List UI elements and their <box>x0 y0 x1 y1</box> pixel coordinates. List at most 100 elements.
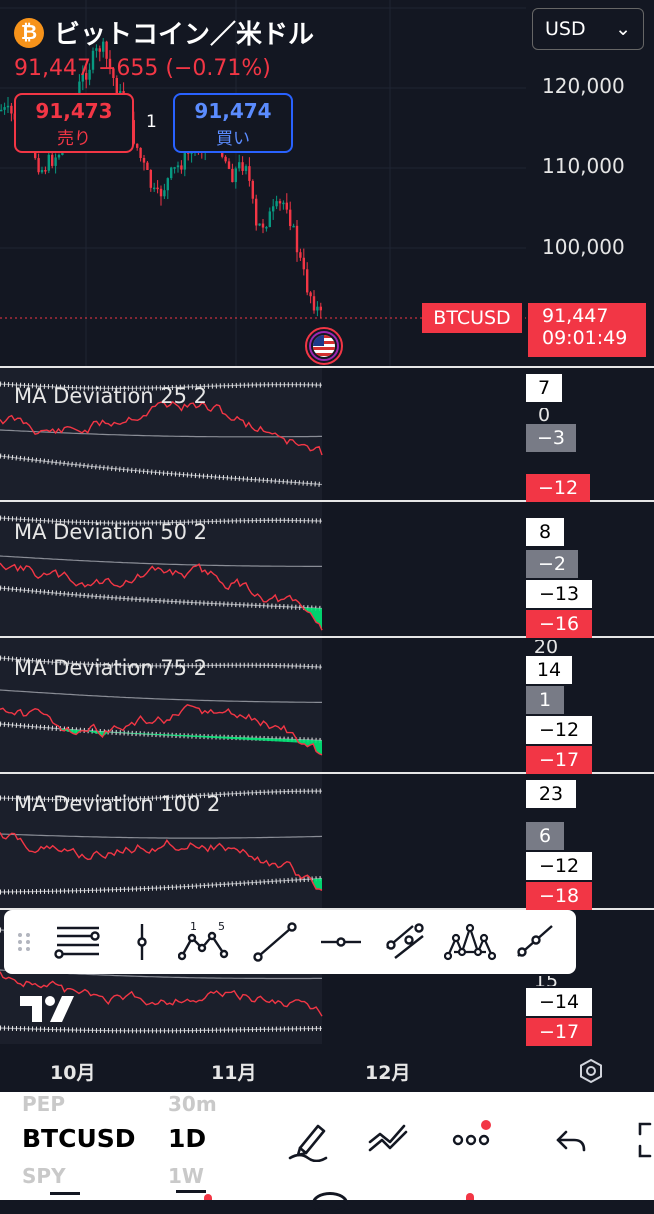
pane-divider[interactable] <box>0 636 654 638</box>
candlestick <box>98 45 101 62</box>
tradingview-logo-icon[interactable] <box>18 992 78 1026</box>
candlestick <box>306 262 309 296</box>
buy-button[interactable]: 91,474 買い <box>173 93 293 153</box>
interval-carousel-next[interactable]: 1W <box>168 1164 204 1188</box>
deviation-line <box>0 400 323 456</box>
elliott-wave-tool-icon[interactable]: 1 5 <box>170 910 242 974</box>
indicator-value-badge: 14 <box>526 656 572 684</box>
pane-divider[interactable] <box>0 772 654 774</box>
candlestick <box>241 156 244 175</box>
drawing-toolbar: 1 5 <box>4 910 576 974</box>
price-axis-label: 100,000 <box>542 235 625 259</box>
candlestick <box>234 166 237 189</box>
drag-handle-icon[interactable] <box>4 910 44 974</box>
candlestick <box>163 183 166 199</box>
candlestick <box>292 223 295 228</box>
candlestick <box>170 166 173 180</box>
nav-watchlist-icon[interactable] <box>50 1192 80 1203</box>
price-chart[interactable] <box>0 0 654 367</box>
candlestick <box>81 65 84 91</box>
candlestick <box>37 153 40 175</box>
candlestick <box>312 290 316 314</box>
deviation-line <box>0 562 323 631</box>
candlestick <box>295 219 299 262</box>
price-axis-label: 120,000 <box>542 74 625 98</box>
candlestick <box>159 185 163 206</box>
sell-label: 売り <box>57 129 91 149</box>
indicator-value-badge: 0 <box>537 408 551 422</box>
candlestick <box>139 147 142 162</box>
pane-divider[interactable] <box>0 908 654 910</box>
indicator-value-badge: −18 <box>526 882 592 910</box>
indicator-value-badge: 15 <box>526 976 566 986</box>
undo-icon[interactable] <box>554 1124 588 1158</box>
last-price: 91,447 <box>542 305 609 327</box>
indicator-value-badge: −17 <box>526 1018 592 1046</box>
indicator-title[interactable]: MA Deviation 50 2 <box>14 520 208 544</box>
deviation-line <box>0 971 323 1017</box>
candlestick <box>6 97 10 113</box>
candlestick <box>316 301 319 317</box>
vertical-line-tool-icon[interactable] <box>114 910 170 974</box>
ticker-tag: BTCUSD <box>422 303 522 333</box>
symbol-title: ビットコイン／米ドル <box>54 20 315 50</box>
indicator-value-badge: −12 <box>526 716 592 744</box>
parallel-channel-tool-icon[interactable] <box>374 910 436 974</box>
ray-tool-icon[interactable] <box>504 910 564 974</box>
candlestick <box>115 75 118 96</box>
candlestick <box>142 155 146 171</box>
candlestick <box>227 158 231 170</box>
svg-text:5: 5 <box>218 920 225 933</box>
candlestick <box>0 104 3 112</box>
us-flag-event-icon[interactable] <box>304 326 344 366</box>
indicator-title[interactable]: MA Deviation 75 2 <box>14 656 208 680</box>
interval-selector[interactable]: 1D <box>168 1124 207 1153</box>
pane-divider[interactable] <box>0 500 654 502</box>
more-options-icon[interactable] <box>452 1118 494 1158</box>
candlestick <box>166 177 169 200</box>
nav-explore-icon[interactable] <box>312 1192 348 1214</box>
horizontal-ray-tool-icon[interactable] <box>308 910 374 974</box>
sell-button[interactable]: 91,473 売り <box>14 93 134 153</box>
candlestick <box>251 179 254 204</box>
bottom-toolbar <box>0 1092 654 1200</box>
candlestick <box>173 166 176 174</box>
trend-line-tool-icon[interactable] <box>242 910 308 974</box>
candlestick <box>176 161 180 173</box>
mid-line <box>0 555 322 568</box>
candlestick <box>85 63 88 89</box>
candlestick <box>112 67 115 86</box>
candlestick <box>272 199 275 220</box>
pen-draw-icon[interactable] <box>286 1118 330 1163</box>
time-axis-label: 10月 <box>50 1062 96 1084</box>
indicator-value-badge: 20 <box>533 640 559 654</box>
interval-carousel-prev[interactable]: 30m <box>168 1092 217 1116</box>
chart-settings-icon[interactable] <box>577 1057 605 1085</box>
candlestick <box>40 166 44 174</box>
candlestick <box>238 154 241 172</box>
bollinger-band <box>0 788 323 895</box>
candlestick <box>282 200 285 210</box>
symbol-carousel-prev[interactable]: PEP <box>22 1092 65 1116</box>
indicator-value-badge: −2 <box>526 550 578 578</box>
candlestick <box>10 102 13 122</box>
indicator-title[interactable]: MA Deviation 25 2 <box>14 384 208 408</box>
symbol-carousel-next[interactable]: SPY <box>22 1164 66 1188</box>
head-and-shoulders-tool-icon[interactable] <box>436 910 504 974</box>
candlestick <box>302 248 305 276</box>
fullscreen-icon[interactable] <box>636 1120 654 1160</box>
candlestick <box>248 157 251 187</box>
time-axis-label: 12月 <box>365 1062 411 1084</box>
candlestick <box>285 193 288 214</box>
oversold-fill <box>304 607 322 631</box>
indicator-title[interactable]: MA Deviation 100 2 <box>14 792 221 816</box>
pane-divider[interactable] <box>0 366 654 368</box>
nav-chart-icon[interactable] <box>176 1190 206 1203</box>
currency-select[interactable]: USD ⌄ <box>532 8 644 50</box>
drawing-tools-icon[interactable] <box>366 1120 410 1160</box>
horizontal-lines-tool-icon[interactable] <box>44 910 114 974</box>
candlestick <box>54 153 57 174</box>
symbol-selector[interactable]: BTCUSD <box>22 1124 136 1153</box>
symbol-header[interactable]: ₿ ビットコイン／米ドル <box>14 14 314 51</box>
indicator-value-badge: −17 <box>526 746 592 774</box>
